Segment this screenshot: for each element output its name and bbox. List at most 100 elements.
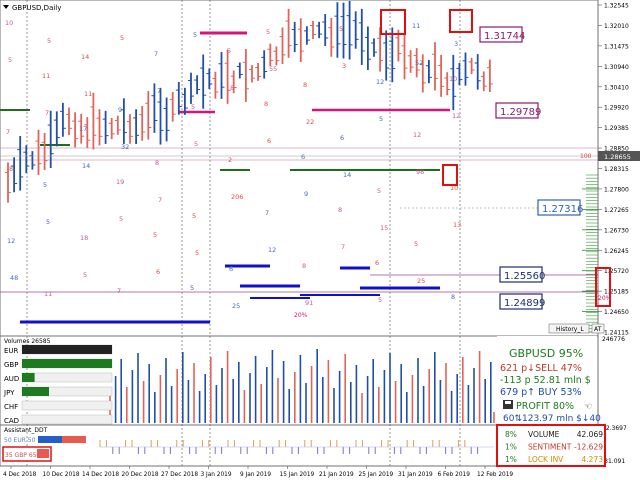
highlight-box-top — [380, 9, 406, 35]
bar-count-label: 12 — [413, 131, 421, 139]
bar-count-label: 5 — [191, 103, 195, 111]
bar-count-label: 8 — [155, 159, 159, 167]
bar-count-label: 25 — [232, 302, 240, 310]
date-label: 14 Dec 2018 — [82, 472, 119, 478]
price-tick-label: 1.27800 — [604, 186, 629, 193]
boxed-level-2[interactable]: 1.29789 — [495, 102, 541, 119]
assistant-row-label: LOCK INV — [528, 455, 564, 464]
bar-count-label: 5 — [195, 249, 199, 257]
collapse-triangle-icon[interactable] — [3, 5, 9, 9]
percent-label-2: 20% — [598, 295, 612, 302]
assistant-row-pct: 8% — [505, 430, 517, 439]
bar-count-label: 5 — [47, 37, 51, 45]
currency-bar-track — [21, 414, 113, 425]
bar-count-label: 5 — [43, 181, 47, 189]
volume-bars — [109, 349, 495, 423]
bar-count-label: 7 — [45, 109, 49, 117]
bar-count-label: 8 — [338, 206, 342, 214]
svg-text:1.27316: 1.27316 — [542, 204, 583, 215]
bar-count-label: 14 — [343, 171, 351, 179]
level-lines — [0, 31, 598, 324]
eur-bar-blue — [38, 436, 62, 443]
bar-count-label: 5 — [153, 231, 157, 239]
bar-count-label: 3 — [342, 62, 346, 70]
bar-count-label: 22 — [306, 118, 314, 126]
assistant-row-pct: 1% — [505, 443, 517, 452]
stats-buy: 679 p↑ BUY 53% — [500, 387, 582, 398]
currency-label: CHF — [4, 403, 18, 411]
bar-count-label: 12 — [452, 112, 460, 120]
assistant-row-pct: 1% — [505, 455, 517, 464]
bar-count-label: 10 — [5, 19, 13, 27]
bar-count-label: 206 — [231, 193, 243, 201]
stats-sell: 621 p↓SELL 47% — [500, 363, 582, 374]
bar-count-label: 14 — [82, 162, 90, 170]
currency-label: GBP — [4, 361, 18, 369]
currency-bar-track — [21, 372, 113, 383]
bar-count-label: 13 — [453, 221, 461, 229]
bar-count-label: 17 — [79, 125, 87, 133]
svg-text:1.31744: 1.31744 — [484, 31, 525, 42]
date-label: 27 Dec 2018 — [161, 472, 198, 478]
currency-bar-fill — [22, 387, 49, 396]
bar-count-label: 5 — [46, 218, 50, 226]
stats-line: 60⇅123.97 mln $↓40 — [503, 414, 601, 424]
currency-strength-bars: EUR GBP AUD JPY CHF CAD — [3, 344, 113, 425]
boxed-level-5[interactable]: 1.24899 — [499, 293, 545, 310]
bar-count-label: 6 — [301, 153, 305, 161]
history-button[interactable]: History_L — [548, 323, 590, 334]
bar-count-label: 5 — [194, 140, 198, 148]
stats-profit: PROFIT 80% — [516, 401, 574, 412]
date-label: 3 Jan 2019 — [201, 472, 232, 478]
bar-count-label: 10 — [449, 75, 457, 83]
bar-count-label: 6 — [156, 268, 160, 276]
stats-mln: -113 p 52.81 mln $ — [500, 375, 591, 386]
bar-count-label: 8 — [302, 262, 306, 270]
bar-count-label: 5 — [190, 284, 194, 292]
boxed-level-1[interactable]: 1.31744 — [479, 26, 525, 43]
gbp-box[interactable]: 35 GBP 65 — [2, 446, 52, 462]
bar-count-label: 8 — [303, 81, 307, 89]
at-button[interactable]: AT — [591, 323, 605, 334]
symbol-title: GBPUSD,Daily — [12, 4, 61, 12]
boxed-level-4[interactable]: 1.25560 — [499, 266, 545, 283]
price-tick-label: 1.26245 — [604, 248, 629, 255]
price-tick-label: 1.30410 — [604, 84, 629, 91]
bar-count-label: 9 — [304, 190, 308, 198]
assistant-oscillator — [99, 440, 494, 454]
eur-bar-red — [62, 436, 86, 443]
bar-count-label: 6 — [267, 137, 271, 145]
price-tick-label: 1.31475 — [604, 43, 629, 50]
bar-count-label: 15 — [380, 224, 388, 232]
bar-count-label: 6 — [340, 134, 344, 142]
percent-label-1: 20% — [294, 312, 308, 319]
bar-count-label: 5 — [192, 212, 196, 220]
currency-bar-fill — [22, 359, 112, 368]
save-icon[interactable] — [503, 400, 513, 409]
price-tick-label: 1.32010 — [604, 23, 629, 30]
price-bars — [5, 1, 493, 203]
bar-count-label: 12 — [376, 78, 384, 86]
bar-count-label: 98 — [416, 168, 424, 176]
bar-count-label: 11 — [84, 90, 92, 98]
bar-count-label: 14 — [81, 53, 89, 61]
currency-label: AUD — [4, 375, 19, 383]
price-tick-label: 1.27265 — [604, 207, 629, 214]
highlight-box-mid — [442, 164, 458, 186]
date-label: 21 Jan 2019 — [319, 472, 354, 478]
svg-text:1.25560: 1.25560 — [504, 271, 545, 282]
boxed-level-3[interactable]: 1.27316 — [537, 199, 583, 216]
price-tick-label: 1.25185 — [604, 289, 629, 296]
currency-bar-fill — [22, 345, 112, 354]
currency-bar-track — [21, 400, 113, 411]
currency-label: JPY — [3, 389, 15, 397]
hand-icon[interactable]: ☜ — [584, 402, 592, 412]
currency-label: CAD — [4, 417, 19, 425]
bar-count-label: 8 — [9, 165, 13, 173]
bar-count-label: 19 — [116, 178, 124, 186]
current-price: 1.28655 — [604, 153, 631, 161]
bar-count-label: 9 — [118, 106, 122, 114]
bar-count-label: 91 — [305, 299, 313, 307]
stats-panel — [497, 336, 597, 423]
